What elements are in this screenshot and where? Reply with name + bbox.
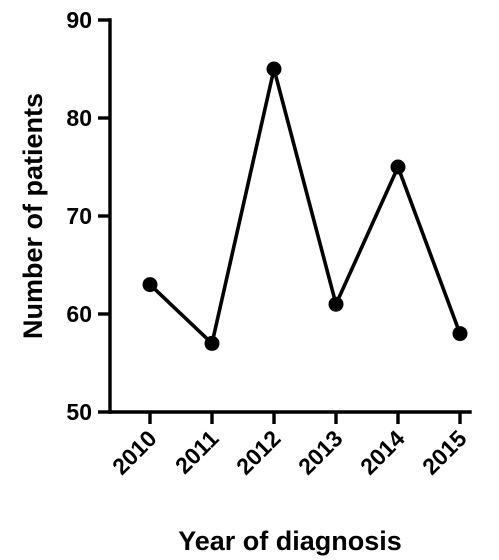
y-tick-label: 70 xyxy=(66,203,92,229)
x-tick-label: 2015 xyxy=(417,425,472,480)
series-group xyxy=(142,61,468,351)
y-ticks: 50 60 70 80 90 xyxy=(66,7,110,425)
data-point xyxy=(266,61,282,77)
x-tick-label: 2012 xyxy=(231,425,286,480)
y-tick-label: 80 xyxy=(66,105,92,131)
y-tick-label: 60 xyxy=(66,301,92,327)
y-tick-label: 90 xyxy=(66,7,92,33)
data-point xyxy=(142,277,158,293)
data-point xyxy=(390,159,406,175)
data-point xyxy=(204,335,220,351)
y-axis-title: Number of patients xyxy=(18,93,48,339)
x-axis-title: Year of diagnosis xyxy=(178,526,402,556)
data-point xyxy=(328,296,344,312)
x-tick-label: 2013 xyxy=(293,425,348,480)
y-tick-label: 50 xyxy=(66,399,92,425)
data-point xyxy=(452,326,468,342)
x-tick-label: 2011 xyxy=(170,425,224,479)
x-ticks: 2010 2011 2012 2013 2014 2015 xyxy=(107,412,472,480)
x-tick-label: 2010 xyxy=(107,425,162,480)
x-tick-label: 2014 xyxy=(355,425,410,480)
series-line xyxy=(148,68,462,347)
